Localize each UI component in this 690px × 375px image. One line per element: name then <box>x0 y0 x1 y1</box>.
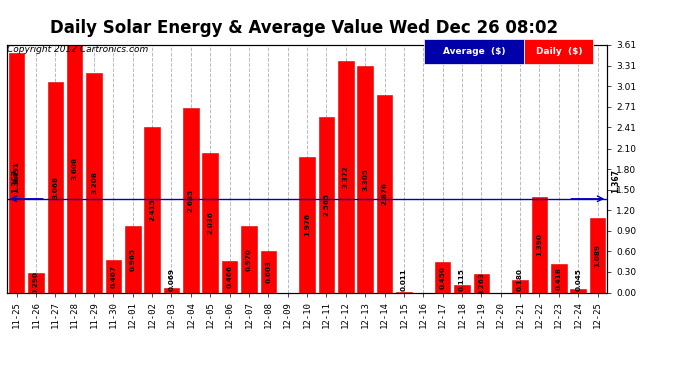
Text: 1.367: 1.367 <box>611 169 620 193</box>
Text: 3.372: 3.372 <box>343 165 348 188</box>
Bar <box>261 251 276 292</box>
Bar <box>67 45 82 292</box>
Text: 0.603: 0.603 <box>266 260 271 283</box>
Text: Daily Solar Energy & Average Value Wed Dec 26 08:02: Daily Solar Energy & Average Value Wed D… <box>50 19 558 37</box>
Text: 2.036: 2.036 <box>207 211 213 234</box>
Bar <box>144 127 160 292</box>
Bar <box>571 290 586 292</box>
Text: 0.045: 0.045 <box>575 268 581 291</box>
Text: 0.970: 0.970 <box>246 248 252 271</box>
Text: 3.608: 3.608 <box>72 158 78 180</box>
Bar <box>241 226 257 292</box>
Text: 0.011: 0.011 <box>401 268 407 291</box>
Bar <box>357 66 373 292</box>
Bar <box>48 82 63 292</box>
Bar <box>319 117 334 292</box>
Text: Copyright 2012 Cartronics.com: Copyright 2012 Cartronics.com <box>7 45 148 54</box>
Text: 0.180: 0.180 <box>517 268 523 291</box>
Text: Daily  ($): Daily ($) <box>535 47 582 56</box>
Text: 3.068: 3.068 <box>52 176 59 199</box>
Text: 1.367: 1.367 <box>11 169 20 193</box>
Bar <box>222 261 237 292</box>
Text: 1.390: 1.390 <box>536 233 542 256</box>
Bar <box>435 262 451 292</box>
Bar <box>28 273 43 292</box>
Bar <box>338 62 353 292</box>
Bar <box>202 153 218 292</box>
Text: 2.685: 2.685 <box>188 189 194 212</box>
Bar <box>590 218 605 292</box>
Bar <box>454 285 470 292</box>
Bar <box>106 261 121 292</box>
Bar <box>183 108 199 292</box>
Text: 0.115: 0.115 <box>459 268 465 291</box>
Text: 0.965: 0.965 <box>130 248 136 271</box>
Text: 2.565: 2.565 <box>324 193 329 216</box>
Text: 2.415: 2.415 <box>149 198 155 221</box>
Bar <box>532 197 547 292</box>
Text: 3.208: 3.208 <box>91 171 97 194</box>
Text: 0.450: 0.450 <box>440 266 446 288</box>
Text: 3.491: 3.491 <box>14 161 19 184</box>
Text: 0.290: 0.290 <box>33 271 39 294</box>
Text: 0.466: 0.466 <box>226 265 233 288</box>
Bar <box>125 226 141 292</box>
Text: Average  ($): Average ($) <box>443 47 506 56</box>
Bar <box>86 72 102 292</box>
Bar <box>377 95 392 292</box>
Text: 0.418: 0.418 <box>555 267 562 290</box>
Bar <box>512 280 528 292</box>
Text: 1.976: 1.976 <box>304 213 310 236</box>
Bar <box>551 264 566 292</box>
Text: 3.305: 3.305 <box>362 168 368 190</box>
Bar <box>164 288 179 292</box>
Bar <box>473 274 489 292</box>
Text: 0.467: 0.467 <box>110 265 117 288</box>
Bar <box>299 157 315 292</box>
Text: 1.089: 1.089 <box>595 244 600 267</box>
Bar <box>9 53 24 292</box>
Text: 0.069: 0.069 <box>168 268 175 291</box>
Text: 0.263: 0.263 <box>478 272 484 295</box>
Text: 2.876: 2.876 <box>382 182 388 206</box>
